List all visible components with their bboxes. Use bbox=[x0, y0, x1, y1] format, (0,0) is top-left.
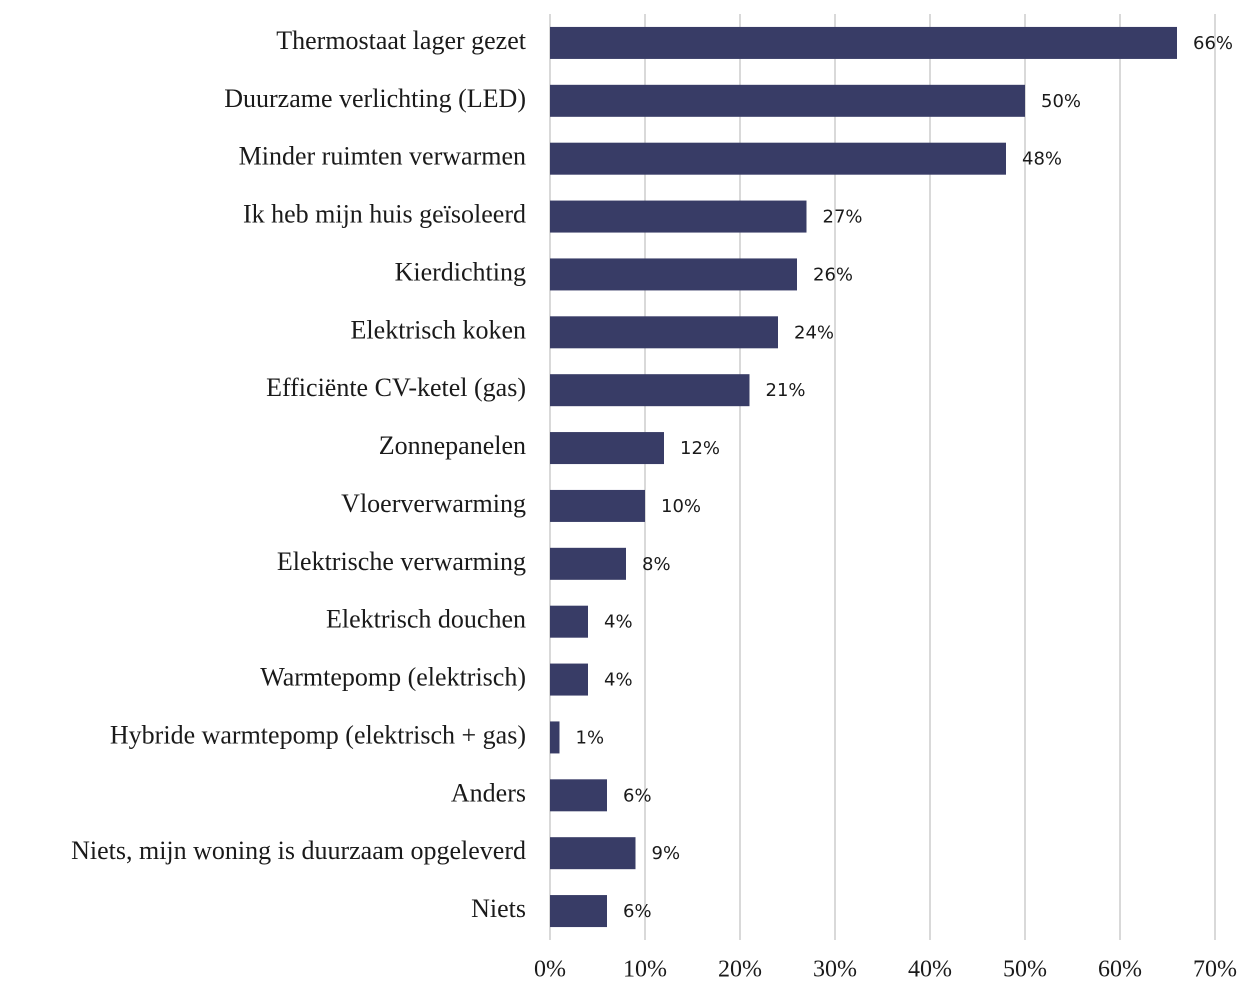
category-label: Niets, mijn woning is duurzaam opgelever… bbox=[71, 836, 526, 865]
x-tick-label: 30% bbox=[813, 957, 857, 983]
value-label: 50% bbox=[1041, 91, 1081, 112]
x-tick-label: 20% bbox=[718, 957, 762, 983]
bar bbox=[550, 84, 1025, 117]
value-label: 48% bbox=[1022, 149, 1062, 170]
x-tick-label: 50% bbox=[1003, 957, 1047, 983]
x-tick-label: 70% bbox=[1193, 957, 1237, 983]
value-label: 1% bbox=[576, 727, 605, 748]
value-label: 8% bbox=[642, 554, 671, 575]
x-tick-label: 60% bbox=[1098, 957, 1142, 983]
bar bbox=[550, 837, 636, 870]
bar bbox=[550, 200, 807, 233]
bar bbox=[550, 142, 1006, 175]
value-label: 10% bbox=[661, 496, 701, 517]
category-label: Kierdichting bbox=[395, 257, 526, 286]
category-label: Elektrische verwarming bbox=[277, 547, 526, 576]
category-label: Vloerverwarming bbox=[341, 489, 526, 518]
category-label: Zonnepanelen bbox=[379, 431, 526, 460]
value-label: 6% bbox=[623, 785, 652, 806]
bar bbox=[550, 605, 588, 638]
bar bbox=[550, 374, 750, 407]
category-label: Ik heb mijn huis geïsoleerd bbox=[243, 200, 526, 229]
category-label: Elektrisch douchen bbox=[326, 605, 526, 634]
value-label: 9% bbox=[652, 843, 681, 864]
category-label: Efficiënte CV-ketel (gas) bbox=[266, 373, 526, 402]
x-tick-label: 10% bbox=[623, 957, 667, 983]
value-label: 4% bbox=[604, 612, 633, 633]
value-label: 66% bbox=[1193, 33, 1233, 54]
category-label: Thermostaat lager gezet bbox=[276, 26, 527, 55]
bar bbox=[550, 663, 588, 696]
value-label: 24% bbox=[794, 322, 834, 343]
value-label: 27% bbox=[823, 207, 863, 228]
x-tick-label: 40% bbox=[908, 957, 952, 983]
bar bbox=[550, 721, 560, 754]
bar bbox=[550, 547, 626, 580]
bar bbox=[550, 432, 664, 465]
bar bbox=[550, 26, 1177, 59]
category-label: Elektrisch koken bbox=[351, 315, 526, 344]
value-label: 12% bbox=[680, 438, 720, 459]
category-label: Duurzame verlichting (LED) bbox=[224, 84, 526, 113]
category-label: Hybride warmtepomp (elektrisch + gas) bbox=[110, 720, 526, 749]
category-label: Warmtepomp (elektrisch) bbox=[260, 663, 526, 692]
category-label: Anders bbox=[451, 778, 526, 807]
value-label: 26% bbox=[813, 264, 853, 285]
bar bbox=[550, 316, 778, 349]
value-label: 21% bbox=[766, 380, 806, 401]
value-label: 6% bbox=[623, 901, 652, 922]
value-label: 4% bbox=[604, 670, 633, 691]
bar bbox=[550, 489, 645, 522]
category-label: Minder ruimten verwarmen bbox=[239, 142, 526, 171]
bar bbox=[550, 779, 607, 812]
bar bbox=[550, 895, 607, 928]
category-label: Niets bbox=[471, 894, 526, 923]
x-tick-label: 0% bbox=[534, 957, 566, 983]
bar bbox=[550, 258, 797, 291]
